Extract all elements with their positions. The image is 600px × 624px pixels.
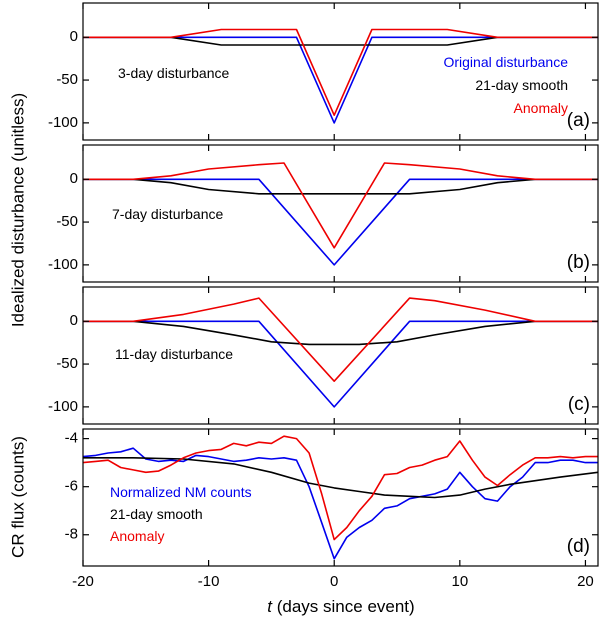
disturbance-annotation: 3-day disturbance (118, 65, 230, 81)
series-line-anomaly (83, 435, 598, 541)
series-line-21-day-smooth (83, 456, 598, 499)
x-tick-label: -10 (198, 573, 220, 590)
y-tick-label: 0 (70, 28, 78, 45)
legend-entry: 21-day smooth (110, 506, 203, 522)
cr-flux-y-axis-label: CR flux (counts) (8, 436, 27, 558)
x-tick-label: 20 (577, 573, 594, 590)
plot-frame (82, 286, 599, 425)
series-line-original-disturbance (83, 320, 598, 408)
x-tick-label: -20 (72, 573, 94, 590)
series-line-original-disturbance (83, 178, 598, 266)
y-tick-label: -50 (56, 213, 78, 230)
legend-entry: Anomaly (110, 528, 164, 544)
panel-label: (d) (567, 536, 590, 557)
x-axis-title-italic: t (267, 597, 273, 616)
panel-c: 0 -50 -100 (c) 11-day disturbance (48, 286, 599, 425)
y-tick-label: -8 (65, 526, 78, 543)
panel-b: 0 -50 -100 (b) 7-day disturbance (48, 144, 599, 283)
plot-frame (82, 428, 599, 567)
plot-frame (82, 144, 599, 283)
y-tick-label: -50 (56, 355, 78, 372)
panel-label: (c) (568, 394, 590, 415)
series-line-anomaly (83, 162, 598, 249)
legend-entry: Original disturbance (443, 54, 568, 70)
x-tick-label: 10 (451, 573, 468, 590)
y-tick-label: -6 (65, 478, 78, 495)
y-tick-label: -4 (65, 430, 78, 447)
series-group (83, 435, 598, 560)
series-line-normalized-nm-counts (83, 447, 598, 560)
y-tick-label: -100 (48, 398, 78, 415)
panel-label: (b) (567, 252, 590, 273)
x-tick-label: 0 (330, 573, 338, 590)
series-group (83, 162, 598, 266)
series-group (83, 297, 598, 408)
panel-label: (a) (567, 110, 590, 131)
legend-entry: Anomaly (514, 100, 568, 116)
series-line-anomaly (83, 28, 598, 116)
x-axis-title: t (days since event) (267, 597, 414, 616)
y-tick-label: 0 (70, 312, 78, 329)
series-line-21-day-smooth (83, 320, 598, 346)
disturbance-annotation: 7-day disturbance (112, 206, 224, 222)
disturbance-annotation: 11-day disturbance (115, 346, 233, 362)
series-group (83, 28, 598, 124)
y-tick-label: -50 (56, 71, 78, 88)
y-tick-label: -100 (48, 114, 78, 131)
plot-frame (82, 2, 599, 141)
y-tick-label: -100 (48, 256, 78, 273)
series-line-21-day-smooth (83, 178, 598, 195)
shared-y-axis-label: Idealized disturbance (unitless) (8, 93, 27, 327)
y-tick-label: 0 (70, 170, 78, 187)
legend-entry: Normalized NM counts (110, 484, 252, 500)
series-line-21-day-smooth (83, 36, 598, 46)
x-axis-title-rest: (days since event) (272, 597, 415, 616)
series-line-anomaly (83, 297, 598, 383)
legend-entry: 21-day smooth (475, 77, 568, 93)
panel-a: 0 -50 -100 (a) 3-day disturbance Original dis… (48, 2, 599, 141)
series-line-original-disturbance (83, 36, 598, 124)
panel-d: -4 -6 -8 -20 -10 0 10 20 (d) Normalized NM counts… (65, 428, 599, 590)
